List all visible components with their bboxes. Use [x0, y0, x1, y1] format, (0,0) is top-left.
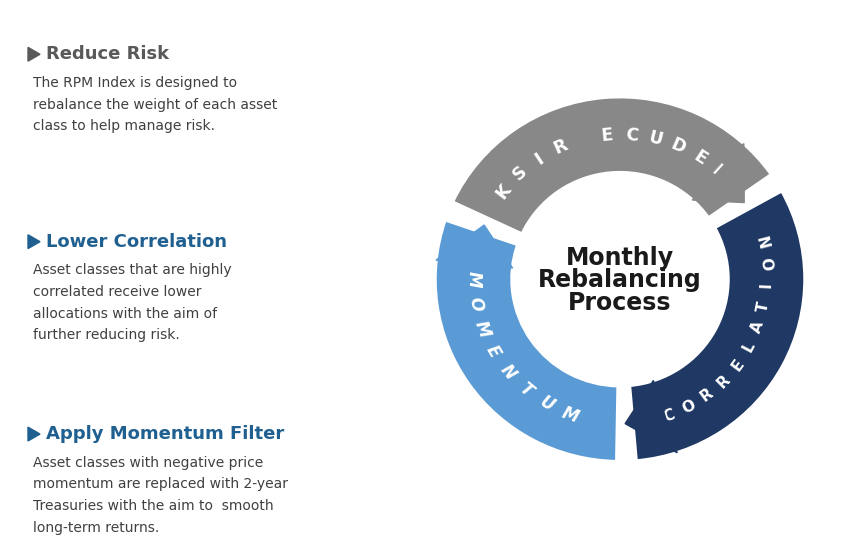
Text: E: E: [728, 356, 747, 374]
Text: R: R: [550, 136, 570, 158]
Text: O: O: [680, 397, 698, 416]
Text: A: A: [749, 319, 767, 335]
Text: R: R: [708, 162, 730, 184]
Text: E: E: [483, 342, 504, 361]
Text: O: O: [466, 296, 486, 313]
Text: O: O: [758, 257, 774, 271]
Text: L: L: [740, 339, 758, 355]
Text: I: I: [758, 282, 774, 289]
Text: D: D: [669, 135, 688, 158]
Polygon shape: [28, 427, 40, 441]
Polygon shape: [693, 144, 744, 203]
Text: M: M: [465, 271, 483, 287]
Text: R: R: [714, 372, 733, 391]
Text: U: U: [646, 129, 664, 149]
Text: T: T: [756, 300, 772, 314]
Text: Apply Momentum Filter: Apply Momentum Filter: [46, 425, 284, 443]
Polygon shape: [625, 381, 677, 453]
Wedge shape: [452, 97, 771, 234]
Text: E: E: [690, 147, 710, 169]
Text: C: C: [661, 406, 676, 425]
Text: Monthly: Monthly: [566, 246, 674, 270]
Text: E: E: [601, 126, 614, 145]
Text: M: M: [471, 318, 494, 340]
Text: The RPM Index is designed to
rebalance the weight of each asset
class to help ma: The RPM Index is designed to rebalance t…: [33, 76, 277, 133]
Wedge shape: [629, 191, 805, 461]
Wedge shape: [435, 220, 618, 462]
Text: C: C: [624, 125, 639, 144]
Polygon shape: [436, 225, 513, 268]
Text: R: R: [698, 386, 716, 405]
Text: T: T: [515, 379, 536, 401]
Text: S: S: [509, 163, 531, 184]
Text: Asset classes with negative price
momentum are replaced with 2-year
Treasuries w: Asset classes with negative price moment…: [33, 456, 288, 535]
Text: Process: Process: [568, 291, 672, 315]
Text: M: M: [559, 403, 580, 426]
Text: Lower Correlation: Lower Correlation: [46, 233, 227, 251]
Text: U: U: [537, 393, 557, 416]
Circle shape: [513, 174, 727, 385]
Text: K: K: [492, 180, 515, 202]
Text: I: I: [532, 149, 547, 168]
Polygon shape: [28, 47, 40, 61]
Text: Asset classes that are highly
correlated receive lower
allocations with the aim : Asset classes that are highly correlated…: [33, 264, 232, 342]
Text: N: N: [753, 235, 770, 251]
Text: Reduce Risk: Reduce Risk: [46, 46, 169, 63]
Text: N: N: [496, 361, 519, 383]
Polygon shape: [28, 235, 40, 249]
Text: Rebalancing: Rebalancing: [538, 269, 702, 292]
